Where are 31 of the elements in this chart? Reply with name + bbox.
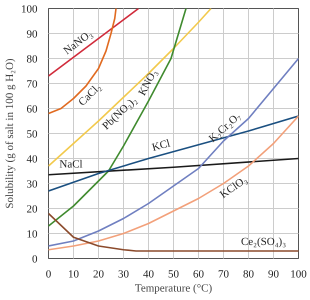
x-tick-label: 90 xyxy=(268,268,280,280)
line-series xyxy=(48,8,140,77)
y-tick-label: 50 xyxy=(26,128,38,140)
y-tick-label: 80 xyxy=(26,54,38,66)
y-tick-label: 20 xyxy=(26,204,38,216)
x-tick-label: 50 xyxy=(168,268,180,280)
x-tick-label: 10 xyxy=(68,268,80,280)
y-tick-label: 70 xyxy=(26,78,38,90)
x-tick-label: 80 xyxy=(243,268,254,280)
line-series xyxy=(48,212,298,252)
y-tick-label: 0 xyxy=(32,254,38,266)
y-axis-title: Solubility (g of salt in 100 g H₂O) xyxy=(4,58,16,209)
x-tick-label: 30 xyxy=(118,268,130,280)
x-axis-title: Temperature (°C) xyxy=(134,282,212,294)
y-tick-label: 40 xyxy=(26,154,38,166)
y-tick-label: 10 xyxy=(26,228,38,240)
y-tick-label: 90 xyxy=(26,28,38,40)
y-tick-label: 30 xyxy=(26,178,38,190)
text: KCl xyxy=(150,137,172,154)
x-tick-label: 70 xyxy=(218,268,230,280)
series-label: Ce₂(SO₄)₃ xyxy=(240,236,286,248)
x-tick-label: 60 xyxy=(193,268,204,280)
x-tick-label: 20 xyxy=(93,268,104,280)
line-series xyxy=(48,58,298,247)
x-tick-label: 40 xyxy=(143,268,154,280)
y-tick-label: 60 xyxy=(26,104,38,116)
series-label: NaCl xyxy=(59,158,83,170)
y-tick-label: 100 xyxy=(21,4,38,16)
x-tick-label: 0 xyxy=(46,268,52,280)
x-tick-label: 100 xyxy=(290,268,308,280)
line-series xyxy=(48,8,187,227)
